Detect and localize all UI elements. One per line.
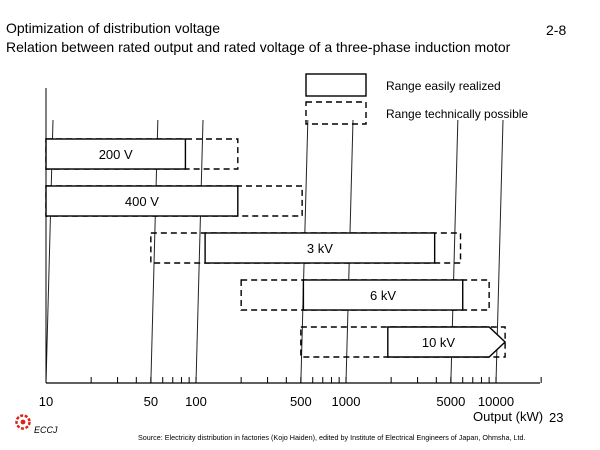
easy-range-bar bbox=[302, 279, 464, 311]
eccj-logo: ECCJ bbox=[14, 413, 74, 437]
range-bar-group: 200 V bbox=[45, 138, 239, 170]
range-bar-group: 3 kV bbox=[150, 232, 462, 264]
bar-label: 10 kV bbox=[422, 335, 456, 350]
x-axis-label: Output (kW) bbox=[473, 409, 543, 424]
chart-bars: 200 V 400 V 3 kV 6 kV 10 kV bbox=[45, 138, 507, 358]
range-bar-group: 10 kV bbox=[300, 326, 507, 358]
slide-subtitle: Relation between rated output and rated … bbox=[6, 39, 511, 55]
page-number: 2-8 bbox=[546, 22, 567, 38]
x-tick-label: 10 bbox=[39, 394, 53, 409]
x-axis: 10 50 100 500 1000 5000 10000 bbox=[39, 88, 542, 409]
x-tick-label: 5000 bbox=[436, 394, 465, 409]
gridline bbox=[195, 119, 204, 384]
eccj-logo-text: ECCJ bbox=[34, 425, 58, 435]
bar-label: 200 V bbox=[99, 147, 133, 162]
slide-title: Optimization of distribution voltage bbox=[6, 20, 220, 36]
range-bar-group: 6 kV bbox=[240, 279, 490, 311]
eccj-logo-icon bbox=[15, 414, 31, 430]
easy-range-bar bbox=[204, 232, 436, 264]
easy-range-arrow bbox=[387, 326, 507, 358]
bar-label: 6 kV bbox=[370, 288, 396, 303]
legend-label: Range easily realized bbox=[386, 79, 501, 93]
x-tick-label: 10000 bbox=[478, 394, 514, 409]
bar-label: 400 V bbox=[125, 194, 159, 209]
x-tick-label: 50 bbox=[144, 394, 158, 409]
range-bar-group: 400 V bbox=[45, 185, 303, 217]
legend-swatch-dashed bbox=[305, 101, 367, 125]
bar-label: 3 kV bbox=[307, 241, 333, 256]
x-tick-label: 100 bbox=[185, 394, 207, 409]
easy-range-bar bbox=[45, 138, 187, 170]
easy-range-bar bbox=[45, 185, 239, 217]
x-tick-label: 1000 bbox=[332, 394, 361, 409]
legend-swatch-solid bbox=[305, 73, 367, 97]
legend: Range easily realized Range technically p… bbox=[305, 73, 528, 125]
legend-label: Range technically possible bbox=[386, 107, 528, 121]
slide-number: 23 bbox=[549, 410, 564, 425]
x-tick-label: 500 bbox=[290, 394, 312, 409]
source-note: Source: Electricity distribution in fact… bbox=[138, 433, 526, 442]
